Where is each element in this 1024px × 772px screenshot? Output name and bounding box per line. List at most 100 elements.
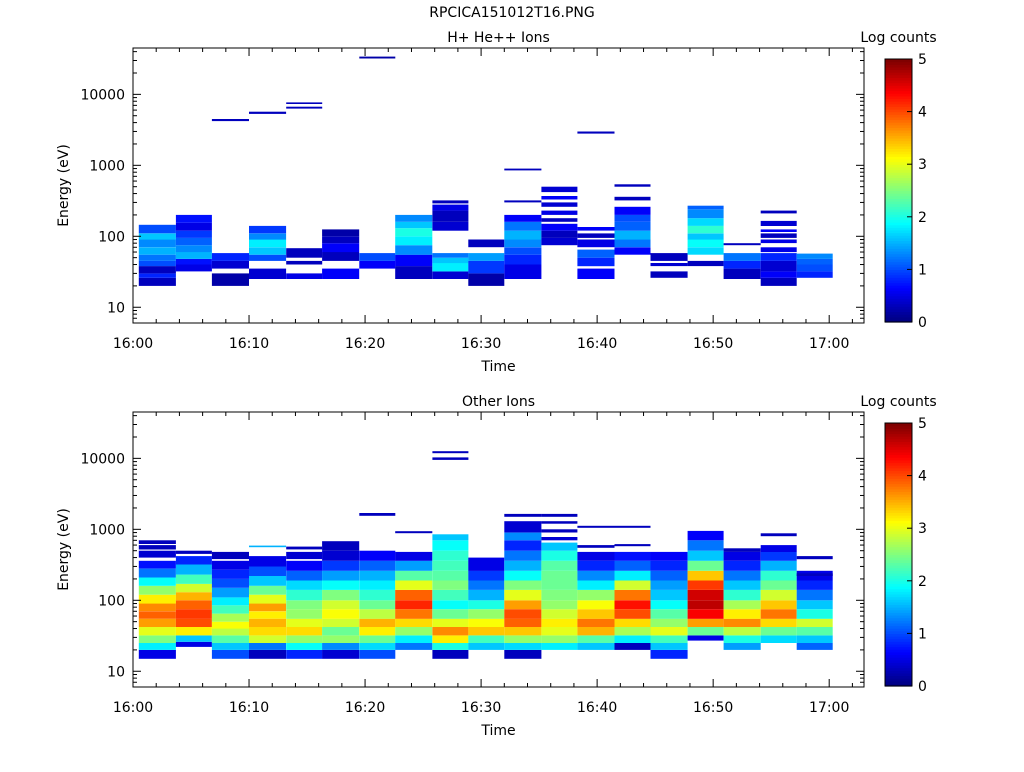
colorbar-segment [885, 303, 912, 307]
colorbar-segment [885, 187, 912, 192]
heatmap-cell [432, 257, 469, 264]
heatmap-cell [211, 560, 249, 570]
colorbar-segment [885, 565, 912, 569]
colorbar-tick-label: 0 [918, 679, 927, 695]
colorbar-segment [885, 198, 912, 202]
colorbar-segment [885, 266, 912, 270]
plot-frame [132, 47, 865, 324]
colorbar-segment [885, 195, 912, 199]
colorbar-segment [885, 646, 912, 650]
heatmap-cell [504, 168, 542, 171]
heatmap-cell [249, 618, 287, 627]
heatmap-cell [395, 551, 433, 561]
colorbar-segment [885, 509, 912, 514]
heatmap-cell [138, 635, 176, 643]
heatmap-cell [395, 266, 433, 279]
heatmap-cell [138, 585, 176, 595]
heatmap-cell [249, 566, 287, 576]
colorbar-segment [885, 609, 912, 613]
heatmap-cell [796, 609, 833, 619]
heatmap-cell [760, 247, 797, 253]
colorbar-segment [885, 662, 912, 666]
heatmap-cell [614, 635, 651, 643]
heatmap-cell [541, 580, 578, 590]
colorbar-segment [885, 678, 912, 682]
heatmap-cell [760, 551, 797, 561]
heatmap-cell [138, 224, 176, 234]
colorbar-segment [885, 119, 912, 123]
heatmap-cell [175, 550, 212, 554]
heatmap-cell [432, 263, 469, 272]
y-tick-label: 100 [98, 229, 125, 245]
colorbar-segment [885, 483, 912, 487]
heatmap-cell [687, 205, 724, 210]
heatmap-cell [249, 556, 287, 567]
colorbar-segment [885, 620, 912, 624]
heatmap-cell [249, 225, 287, 234]
heatmap-cell [760, 635, 797, 643]
heatmap-cell [395, 228, 433, 237]
heatmap-cell [395, 245, 433, 255]
heatmap-cell [138, 254, 176, 261]
heatmap-cell [395, 214, 433, 222]
colorbar-segment [885, 583, 912, 587]
colorbar-segment [885, 316, 912, 320]
heatmap-cell [175, 564, 212, 575]
heatmap-cell [614, 247, 651, 255]
colorbar-segment [885, 224, 912, 228]
colorbar-segment [885, 135, 912, 139]
heatmap-cell [541, 560, 578, 571]
colorbar-tick-label: 2 [918, 210, 927, 226]
colorbar-segment [885, 269, 912, 273]
heatmap-cell [796, 580, 833, 590]
colorbar-segment [885, 630, 912, 634]
heatmap-cell [286, 546, 323, 550]
x-tick-label: 16:40 [577, 336, 617, 352]
heatmap-cell [175, 574, 212, 584]
heatmap-cell [322, 541, 360, 551]
x-tick-label: 16:30 [461, 700, 501, 716]
heatmap-cell [359, 643, 396, 650]
heatmap-cell [614, 239, 651, 248]
heatmap-cell [504, 540, 542, 551]
colorbar-segment [885, 528, 912, 532]
heatmap-cell [211, 569, 249, 579]
heatmap-cell [395, 570, 433, 581]
colorbar-segment [885, 517, 912, 521]
heatmap-cell [650, 570, 688, 581]
colorbar-segment [885, 98, 912, 102]
heatmap-cell [286, 560, 323, 571]
colorbar-segment [885, 596, 912, 600]
colorbar-frame [884, 58, 913, 323]
heatmap-cell [504, 609, 542, 619]
colorbar-segment [885, 77, 912, 81]
heatmap-cell [138, 577, 176, 586]
heatmap-cell [614, 618, 651, 627]
heatmap-cell [468, 627, 505, 636]
heatmap-cell [468, 253, 505, 261]
heatmap-cell [504, 239, 542, 248]
heatmap-cell [175, 592, 212, 601]
colorbar-segment [885, 311, 912, 315]
colorbar-segment [885, 588, 912, 592]
colorbar-segment [885, 449, 912, 453]
heatmap-cell [138, 594, 176, 604]
heatmap-cell [541, 223, 578, 231]
colorbar-segment [885, 530, 912, 535]
heatmap-cell [175, 245, 212, 253]
colorbar-segment [885, 111, 912, 115]
heatmap-cell [504, 532, 542, 541]
colorbar-segment [885, 298, 912, 302]
colorbar-segment [885, 607, 912, 611]
heatmap-cell [796, 618, 833, 627]
colorbar-segment [885, 190, 912, 194]
colorbar-segment [885, 306, 912, 310]
colorbar-segment [885, 95, 912, 100]
heatmap-cell [286, 635, 323, 643]
colorbar-segment [885, 546, 912, 550]
heatmap-cell [504, 264, 542, 279]
heatmap-cell [723, 260, 761, 269]
heatmap-cell [359, 580, 396, 590]
y-tick-label: 100 [98, 593, 125, 609]
panel-title: H+ He++ Ions [447, 30, 550, 46]
